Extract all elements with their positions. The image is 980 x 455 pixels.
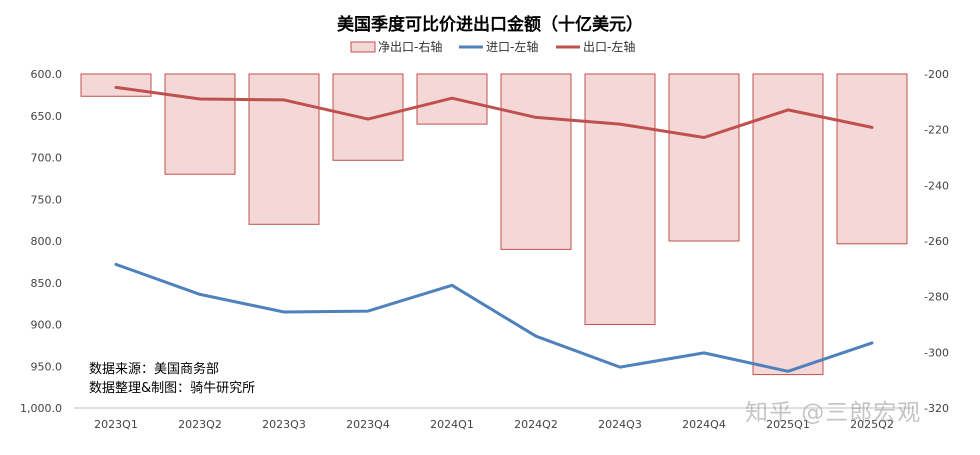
right-tick-label: -300 bbox=[924, 346, 949, 359]
watermark: 知乎 @三郎宏观 bbox=[745, 400, 922, 426]
source-line-1: 数据来源：美国商务部 bbox=[89, 362, 220, 377]
right-tick-label: -280 bbox=[924, 291, 949, 304]
legend-label: 出口-左轴 bbox=[583, 39, 635, 54]
legend-swatch bbox=[350, 41, 376, 53]
right-tick-label: -240 bbox=[924, 179, 949, 192]
x-axis: 2023Q1 2023Q2 2023Q3 2023Q4 2024Q1 2024Q2 2024… bbox=[94, 418, 894, 431]
net-export-bar bbox=[668, 73, 740, 242]
export-line bbox=[114, 85, 874, 139]
right-tick-label: -220 bbox=[924, 124, 949, 137]
left-tick-label: 600.0 bbox=[31, 68, 63, 81]
x-tick-label: 2025Q2 bbox=[850, 418, 894, 431]
left-axis: 600.0 650.0 700.0 750.0 800.0 850.0 900.0 950.0… bbox=[20, 68, 62, 415]
x-tick-label: 2024Q1 bbox=[430, 418, 474, 431]
import-line bbox=[114, 262, 874, 373]
x-tick-label: 2024Q4 bbox=[682, 418, 726, 431]
net-export-bar bbox=[752, 73, 824, 376]
net-export-bar bbox=[584, 73, 656, 325]
legend-label: 进口-左轴 bbox=[486, 39, 538, 54]
net-export-bar bbox=[248, 73, 320, 225]
right-tick-label: -260 bbox=[924, 235, 949, 248]
net-export-bars bbox=[80, 73, 908, 376]
left-tick-label: 900.0 bbox=[31, 319, 63, 332]
source-line-2: 数据整理&制图：骑牛研究所 bbox=[89, 381, 256, 396]
x-tick-label: 2023Q2 bbox=[178, 418, 222, 431]
x-tick-label: 2024Q2 bbox=[514, 418, 558, 431]
net-export-bar bbox=[836, 73, 908, 245]
left-tick-label: 800.0 bbox=[31, 235, 63, 248]
left-tick-label: 1,000.0 bbox=[20, 402, 62, 415]
x-tick-label: 2025Q1 bbox=[766, 418, 810, 431]
source-note: 数据来源：美国商务部 数据整理&制图：骑牛研究所 bbox=[89, 360, 255, 398]
right-tick-label: -200 bbox=[924, 68, 949, 81]
net-export-bar bbox=[500, 73, 572, 250]
right-axis: -200 -220 -240 -260 -280 -300 -320 bbox=[924, 68, 949, 415]
legend: 净出口-右轴 进口-左轴 出口-左轴 bbox=[350, 39, 635, 54]
x-tick-label: 2023Q1 bbox=[94, 418, 138, 431]
chart-title: 美国季度可比价进出口金额（十亿美元） bbox=[337, 14, 643, 35]
left-tick-label: 850.0 bbox=[31, 277, 63, 290]
net-export-bar bbox=[164, 73, 236, 175]
net-export-bar bbox=[332, 73, 404, 161]
x-tick-label: 2024Q3 bbox=[598, 418, 642, 431]
left-tick-label: 650.0 bbox=[31, 110, 63, 123]
x-tick-label: 2023Q3 bbox=[262, 418, 306, 431]
line-series bbox=[114, 85, 874, 373]
legend-label: 净出口-右轴 bbox=[378, 39, 442, 54]
left-tick-label: 700.0 bbox=[31, 152, 63, 165]
right-tick-label: -320 bbox=[924, 402, 949, 415]
x-tick-label: 2023Q4 bbox=[346, 418, 390, 431]
left-tick-label: 950.0 bbox=[31, 360, 63, 373]
net-export-bar bbox=[80, 73, 152, 97]
left-tick-label: 750.0 bbox=[31, 193, 63, 206]
